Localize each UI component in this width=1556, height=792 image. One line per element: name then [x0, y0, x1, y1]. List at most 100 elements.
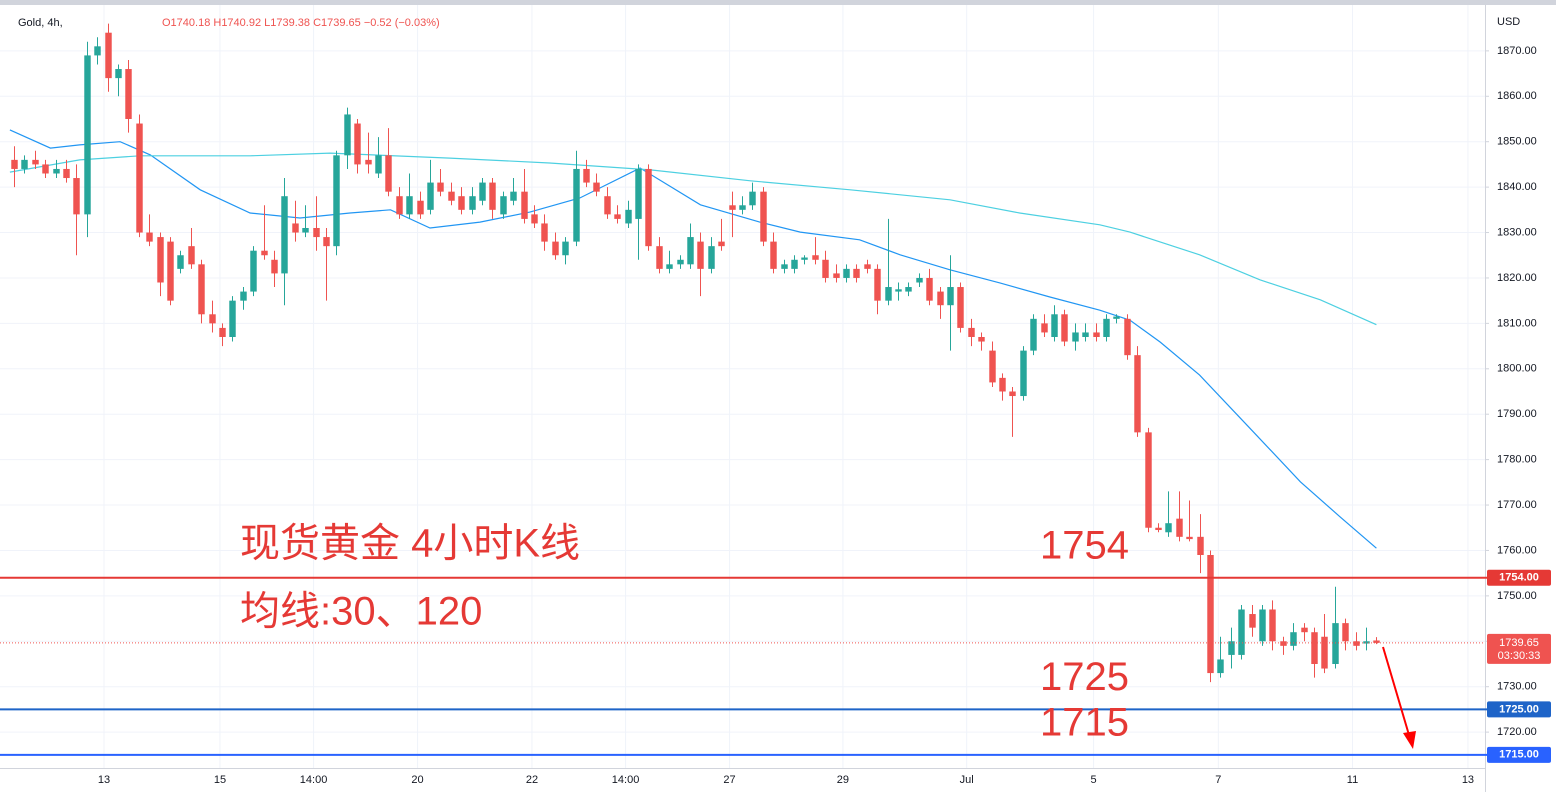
candle-body [219, 327, 226, 337]
candle-body [645, 168, 652, 247]
candle-body [843, 268, 850, 278]
candle-body [1207, 554, 1214, 674]
candle-body [73, 178, 80, 215]
x-tick-label: 7 [1215, 774, 1221, 786]
candle-body [926, 277, 933, 301]
x-tick-label: 29 [837, 774, 849, 786]
candle-body [281, 196, 288, 274]
y-tick-label: 1800.00 [1497, 363, 1537, 375]
x-tick-label: 27 [723, 774, 735, 786]
x-tick-label: Jul [960, 774, 974, 786]
candle-body [365, 159, 372, 165]
candle-body [1061, 314, 1068, 342]
plot [0, 23, 1490, 756]
level-label-box [1487, 701, 1551, 718]
candle-body [989, 350, 996, 383]
candle-body [53, 168, 60, 174]
candle-body [469, 196, 476, 210]
y-tick-label: 1820.00 [1497, 272, 1537, 284]
y-tick-label: 1770.00 [1497, 499, 1537, 511]
candle-body [1363, 641, 1370, 644]
candle-body [916, 277, 923, 283]
last-price-box [1487, 633, 1551, 664]
candle-body [209, 314, 216, 324]
y-tick-label: 1850.00 [1497, 136, 1537, 148]
y-tick-label: 1830.00 [1497, 226, 1537, 238]
candle-body [1353, 641, 1360, 646]
y-tick-label: 1750.00 [1497, 590, 1537, 602]
candle-body [760, 191, 767, 242]
candle-body [1342, 623, 1349, 642]
candle-body [1155, 527, 1162, 531]
candle-body [697, 241, 704, 269]
candle-body [625, 209, 632, 224]
candle-body [1020, 350, 1027, 397]
x-tick-label: 14:00 [612, 774, 640, 786]
candle-body [354, 123, 361, 165]
candle-body [1145, 432, 1152, 528]
candle-body [1030, 318, 1037, 351]
candle-body [718, 241, 725, 247]
moving-average [9, 152, 1377, 326]
candle-body [583, 168, 590, 183]
candle-body [323, 237, 330, 247]
candle-body [271, 259, 278, 274]
candle-body [32, 159, 39, 165]
candle-body [781, 264, 788, 269]
grid [0, 5, 1485, 768]
candle-body [437, 182, 444, 192]
candle-body [448, 191, 455, 201]
candle-body [1373, 640, 1380, 643]
candle-body [261, 250, 268, 256]
candle-body [1176, 518, 1183, 537]
candle-body [479, 182, 486, 201]
candle-body [957, 287, 964, 328]
candle-body [999, 377, 1006, 392]
candle-body [229, 300, 236, 337]
y-tick-label: 1720.00 [1497, 726, 1537, 738]
candle-body [167, 241, 174, 301]
level-annotation: 1715 [1040, 700, 1129, 744]
candle-body [1249, 614, 1256, 628]
x-tick-label: 5 [1090, 774, 1096, 786]
candle-body [593, 182, 600, 192]
currency: USD [1497, 16, 1520, 28]
candle-body [427, 182, 434, 210]
x-tick-label: 20 [411, 774, 423, 786]
candle-body [905, 287, 912, 292]
candle-body [21, 159, 28, 169]
candle-body [489, 182, 496, 210]
candle-body [1280, 641, 1287, 646]
y-tick-label: 1870.00 [1497, 45, 1537, 57]
candle-body [1311, 632, 1318, 664]
candle-body [1124, 318, 1131, 356]
level-label: 1715.00 [1499, 749, 1539, 761]
candle-body [302, 227, 309, 233]
level-annotation: 1725 [1040, 655, 1129, 699]
candle-body [500, 196, 507, 215]
candle-body [521, 191, 528, 219]
candle-body [333, 155, 340, 247]
candle-body [562, 241, 569, 256]
arrow-head [1403, 731, 1416, 749]
y-tick-label: 1760.00 [1497, 544, 1537, 556]
candle-body [791, 259, 798, 269]
arrow [1382, 646, 1410, 736]
candle-body [635, 168, 642, 219]
candle-body [833, 273, 840, 278]
candle-body [801, 257, 808, 260]
candle-body [1103, 318, 1110, 337]
candle-body [1332, 623, 1339, 664]
x-tick-label: 14:00 [300, 774, 328, 786]
candle-body [385, 155, 392, 192]
candle-body [729, 205, 736, 210]
candle-body [822, 259, 829, 278]
candle-body [417, 200, 424, 215]
candle-body [1238, 609, 1245, 655]
countdown-label: 03:30:33 [1498, 650, 1541, 662]
candle-body [177, 255, 184, 269]
candle-body [125, 69, 132, 119]
candle-body [292, 223, 299, 233]
candle-body [458, 196, 465, 210]
